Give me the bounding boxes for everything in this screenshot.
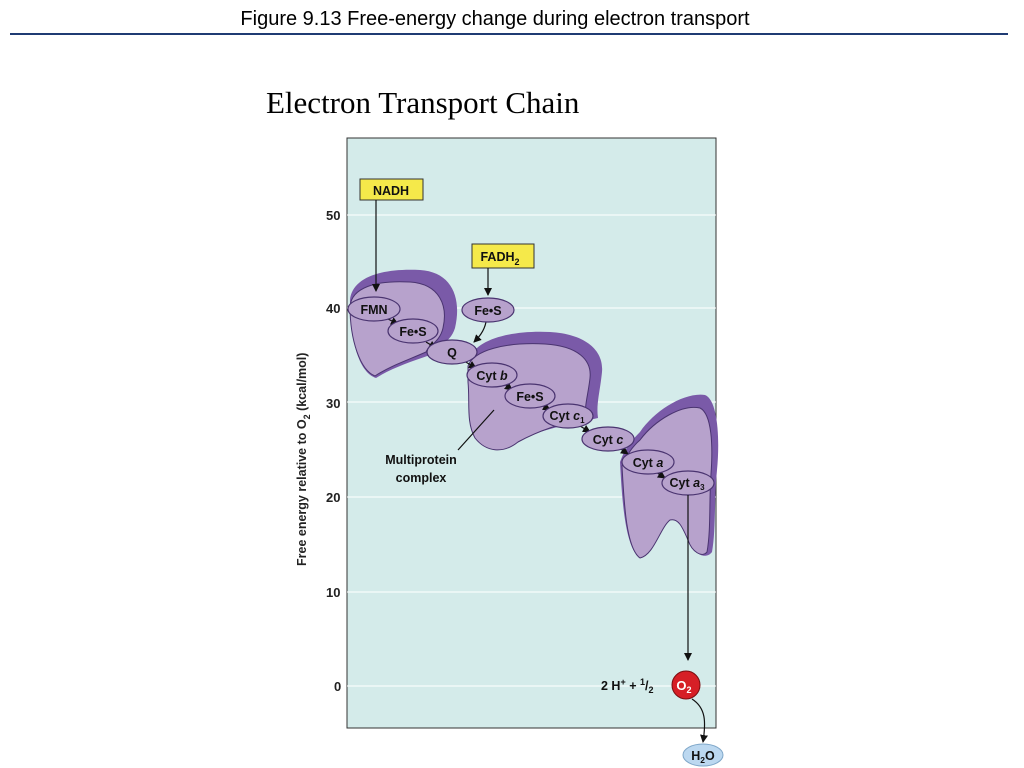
carrier-fes-complex-one: Fe•S [387, 318, 439, 344]
multiprotein-label-line1: Multiprotein [385, 453, 457, 467]
oxygen-molecule: O2 [671, 670, 701, 700]
q-label: Q [447, 346, 457, 360]
oxygen-to-water-arrow [691, 698, 708, 743]
fes-two-label: Fe•S [516, 390, 543, 404]
water-molecule: H2O [682, 743, 724, 767]
multiprotein-pointer [457, 409, 495, 451]
cyt-a3-label: Cyt a3 [669, 476, 705, 492]
cyt-c-label: Cyt c [593, 433, 624, 447]
cyt-c1-label: Cyt c1 [549, 409, 585, 425]
slide-title: Electron Transport Chain [266, 85, 580, 120]
carrier-fes-complex-three: Fe•S [504, 383, 556, 409]
fadh2-box [471, 243, 535, 269]
nadh-label: NADH [373, 184, 409, 198]
carrier-cyt-c: Cyt c [581, 426, 635, 452]
carrier-fmn: FMN [347, 296, 401, 322]
carrier-fes-fadh2: Fe•S [461, 297, 515, 323]
y-tick-40: 40 [326, 301, 340, 316]
fadh2-label: FADH2 [480, 250, 519, 267]
y-axis-label: Free energy relative to O2 (kcal/mol) [295, 353, 312, 566]
multiprotein-label-line2: complex [396, 471, 447, 485]
carrier-cyt-c1: Cyt c1 [542, 403, 594, 429]
oxygen-label: O2 [676, 678, 691, 695]
carrier-cyt-a3: Cyt a3 [661, 470, 715, 496]
carrier-cyt-a: Cyt a [621, 449, 675, 475]
fmn-label: FMN [360, 303, 387, 317]
y-tick-50: 50 [326, 208, 340, 223]
y-tick-20: 20 [326, 490, 340, 505]
proton-label: 2 H+ + 1/2 [601, 677, 653, 695]
y-tick-0: 0 [334, 679, 341, 694]
water-label: H2O [691, 749, 715, 765]
y-tick-10: 10 [326, 585, 340, 600]
figure-caption: Figure 9.13 Free-energy change during el… [240, 8, 750, 30]
cyt-b-label: Cyt b [476, 369, 508, 383]
fes-one-label: Fe•S [399, 325, 426, 339]
header-divider [10, 33, 1008, 35]
cyt-a-label: Cyt a [633, 456, 664, 470]
carrier-ubiquinone: Q [426, 339, 478, 365]
nadh-box [359, 178, 424, 201]
carrier-cyt-b: Cyt b [466, 362, 518, 388]
y-tick-30: 30 [326, 396, 340, 411]
fes-fadh2-label: Fe•S [474, 304, 501, 318]
